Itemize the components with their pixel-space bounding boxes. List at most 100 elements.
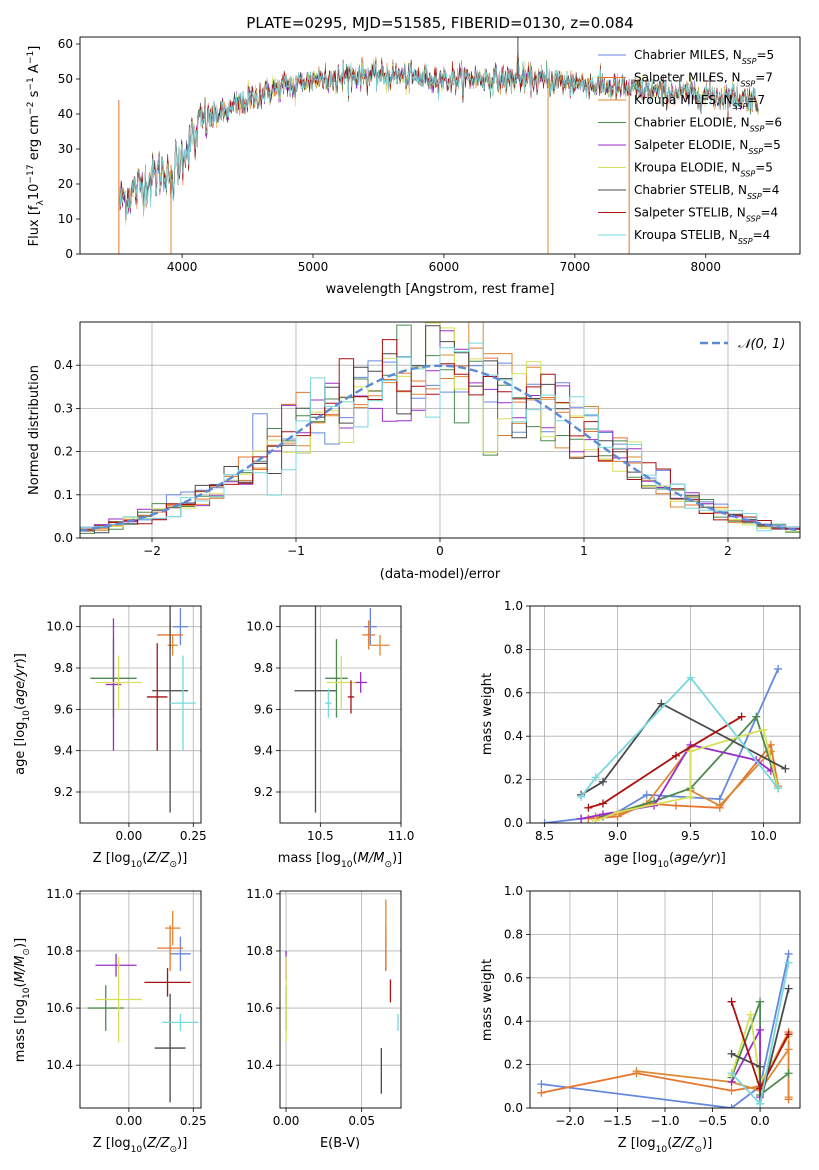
y-tick-label: 0.4 bbox=[504, 729, 523, 743]
series-line-chabrier-stelib bbox=[580, 702, 786, 796]
series-marker-chabrier-elodie bbox=[752, 712, 761, 721]
series-marker-salpeter-elodie bbox=[756, 1025, 765, 1034]
label-part: Flux [f bbox=[27, 205, 42, 246]
y-tick-label: 0.8 bbox=[504, 642, 523, 656]
label-part: mass [log bbox=[278, 851, 341, 866]
errorbar-salpeter-elodie bbox=[354, 672, 368, 693]
gaussian-curve bbox=[80, 364, 800, 532]
legend-sub: SSP bbox=[738, 237, 753, 246]
errorbar-chabrier-stelib bbox=[152, 606, 189, 813]
y-tick-label: 0.0 bbox=[504, 1101, 523, 1115]
label-part: Z/Z bbox=[671, 1136, 695, 1151]
series-marker-chabrier-elodie bbox=[756, 997, 765, 1006]
plot-area-age_vs_mass bbox=[294, 606, 390, 813]
label-part: ⊙ bbox=[170, 1145, 178, 1155]
errorbar-chabrier-miles bbox=[170, 936, 191, 971]
plot-area-weight_vs_Z bbox=[537, 949, 793, 1108]
y-tick-label: 9.6 bbox=[254, 702, 273, 716]
errorbar-kroupa-miles bbox=[370, 634, 390, 656]
label-part: ⊙ bbox=[170, 860, 178, 870]
y-axis-label: age [log10(age/yr)] bbox=[13, 653, 32, 775]
axes-weight_vs_Z: −2.0 −1.5 −1.0 −0.5 0.0 0.0 0.2 0.4 0.6 0.8 1.0 bbox=[504, 884, 801, 1128]
legend-count: =4 bbox=[753, 228, 771, 242]
label-part: age/yr bbox=[674, 851, 717, 866]
label-part: −1 bbox=[26, 77, 36, 90]
label-part: )] bbox=[392, 851, 402, 866]
x-axis-label: Z [log10(Z/Z⊙)] bbox=[618, 1136, 713, 1155]
series-marker-salpeter-miles bbox=[727, 1086, 736, 1095]
series-line-kroupa-elodie bbox=[595, 728, 779, 822]
series-marker-kroupa-stelib bbox=[727, 1069, 736, 1078]
series-marker-salpeter-stelib bbox=[598, 799, 607, 808]
x-tick-label: 0.00 bbox=[273, 1114, 300, 1128]
x-axis-label: (data-model)/error bbox=[380, 567, 501, 582]
axes-spectrum: 4000 5000 6000 7000 8000 0 10 20 30 40 50 60 bbox=[58, 36, 801, 274]
label-part: 10 bbox=[656, 1145, 668, 1155]
y-tick-label: 1.0 bbox=[504, 599, 523, 613]
series-line-kroupa-stelib bbox=[580, 676, 779, 798]
label-part: )] bbox=[13, 938, 28, 948]
errorbar-chabrier-stelib bbox=[294, 606, 337, 813]
series-marker-kroupa-stelib bbox=[784, 958, 793, 967]
y-tick-label: 9.4 bbox=[54, 744, 73, 758]
chart-title: PLATE=0295, MJD=51585, FIBERID=0130, z=0… bbox=[246, 14, 633, 32]
label-part: ( bbox=[13, 705, 28, 710]
legend-count: =4 bbox=[760, 206, 778, 220]
y-axis-label: Normed distribution bbox=[27, 365, 42, 495]
x-axis-label: wavelength [Angstrom, rest frame] bbox=[326, 282, 555, 297]
plot-area-spectrum bbox=[118, 37, 759, 254]
series-marker-salpeter-stelib bbox=[671, 751, 680, 760]
label-part: M/M bbox=[13, 956, 28, 983]
errorbar-chabrier-miles bbox=[363, 608, 377, 646]
errorbar-kroupa-elodie bbox=[95, 655, 142, 710]
x-axis-label: mass [log10(M/M⊙)] bbox=[278, 851, 402, 870]
series-marker-chabrier-stelib bbox=[784, 984, 793, 993]
y-tick-label: 10.8 bbox=[246, 944, 273, 958]
legend-label-kroupa-elodie: Kroupa ELODIE, NSSP=5 bbox=[634, 161, 773, 179]
legend-label-salpeter-elodie: Salpeter ELODIE, NSSP=5 bbox=[634, 138, 781, 156]
label-part: −2 bbox=[26, 102, 36, 115]
legend-sub: SSP bbox=[750, 124, 765, 133]
label-part: 10 bbox=[657, 860, 669, 870]
y-tick-label: 0.6 bbox=[504, 971, 523, 985]
label-part: mass [log bbox=[13, 999, 28, 1062]
y-tick-label: 0.2 bbox=[504, 1058, 523, 1072]
y-tick-label: 9.8 bbox=[54, 661, 73, 675]
series-marker-chabrier-elodie bbox=[784, 1069, 793, 1078]
y-axis-label: mass weight bbox=[480, 673, 495, 755]
label-part: −1 bbox=[26, 51, 36, 64]
errorbar-kroupa-elodie bbox=[95, 956, 142, 1043]
y-tick-label: 10.0 bbox=[246, 620, 273, 634]
x-tick-label: −2.0 bbox=[555, 1114, 584, 1128]
legend-name: Kroupa ELODIE, N bbox=[634, 161, 741, 175]
legend-label-chabrier-stelib: Chabrier STELIB, NSSP=4 bbox=[634, 183, 779, 201]
label-part: 10 bbox=[22, 710, 32, 722]
axes-frame bbox=[79, 321, 801, 539]
x-tick-label: 0.05 bbox=[348, 1114, 375, 1128]
errorbar-kroupa-stelib bbox=[162, 1013, 199, 1031]
legend-count: =5 bbox=[755, 161, 773, 175]
series-marker-kroupa-elodie bbox=[759, 725, 768, 734]
legend-count: =5 bbox=[756, 48, 774, 62]
label-part: ] bbox=[27, 46, 42, 51]
x-tick-label: 2 bbox=[724, 544, 732, 558]
legend-count: =4 bbox=[762, 183, 780, 197]
errorbar-salpeter-stelib bbox=[144, 968, 191, 997]
errorbar-salpeter-miles bbox=[157, 925, 183, 971]
series-line-chabrier-miles bbox=[541, 953, 790, 1108]
label-part: )] bbox=[13, 653, 28, 663]
y-tick-label: 1.0 bbox=[504, 884, 523, 898]
x-tick-label: 9.5 bbox=[681, 829, 700, 843]
y-tick-label: 10.6 bbox=[46, 1001, 73, 1015]
label-part: ( bbox=[669, 851, 674, 866]
label-part: 10 bbox=[341, 860, 353, 870]
label-part: 10 bbox=[131, 1145, 143, 1155]
legend-label-salpeter-miles: Salpeter MILES, NSSP=7 bbox=[634, 71, 773, 89]
series-marker-salpeter-miles bbox=[537, 1088, 546, 1097]
y-axis-label: mass weight bbox=[480, 959, 495, 1041]
x-tick-label: 1 bbox=[580, 544, 588, 558]
legend-count: =5 bbox=[763, 138, 781, 152]
errorbar-chabrier-elodie bbox=[325, 639, 348, 718]
series-marker-chabrier-stelib bbox=[727, 1049, 736, 1058]
